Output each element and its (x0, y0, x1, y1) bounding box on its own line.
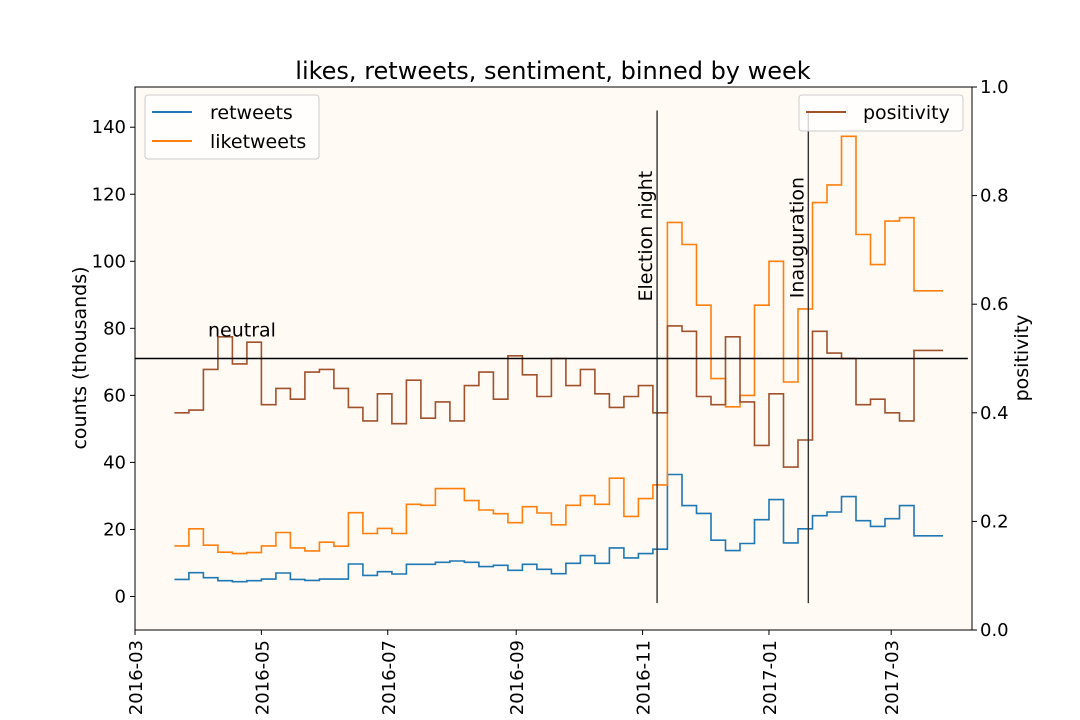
series-liketweets (174, 135, 943, 555)
chart-title: likes, retweets, sentiment, binned by we… (295, 57, 811, 85)
x-tick-label: 2016-05 (252, 640, 273, 715)
y-axis-label: counts (thousands) (69, 266, 91, 449)
y-tick-label: 100 (92, 251, 126, 272)
y2-tick-label: 0.4 (980, 403, 1009, 424)
inauguration-label: Inauguration (786, 177, 808, 298)
series-retweets (174, 473, 943, 583)
y-tick-label: 60 (103, 385, 126, 406)
legend-label-retweets: retweets (210, 102, 293, 124)
legend-right: positivity (798, 94, 964, 132)
axes: 0 20 40 60 80 100 120 140 0.0 0.2 0.4 0.6 0.8 1.0 2016… (92, 77, 1009, 715)
plot-frame (134, 86, 973, 631)
y2-tick-label: 0.8 (980, 186, 1009, 207)
y2-tick-label: 1.0 (980, 77, 1009, 98)
legend-left: retweets liketweets (144, 94, 320, 160)
x-tick-label: 2017-01 (760, 640, 781, 715)
y-tick-label: 80 (103, 318, 126, 339)
y-tick-label: 20 (103, 519, 126, 540)
x-tick-label: 2017-03 (882, 640, 903, 715)
y-tick-label: 0 (115, 586, 126, 607)
x-tick-label: 2016-07 (379, 640, 400, 715)
annotations: Election night Inauguration neutral (135, 110, 968, 604)
election-night-label: Election night (635, 171, 657, 302)
y-tick-label: 120 (92, 184, 126, 205)
y-tick-label: 40 (103, 452, 126, 473)
y2-tick-label: 0.0 (980, 620, 1009, 641)
legend-right-box (798, 94, 964, 132)
x-tick-label: 2016-11 (634, 640, 655, 715)
legend-label-positivity: positivity (863, 102, 950, 124)
legend-label-liketweets: liketweets (210, 131, 306, 153)
y-tick-label: 140 (92, 117, 126, 138)
y2-tick-label: 0.2 (980, 511, 1009, 532)
y2-axis-label: positivity (1011, 315, 1033, 402)
y2-tick-label: 0.6 (980, 294, 1009, 315)
x-tick-label: 2016-09 (507, 640, 528, 715)
neutral-label: neutral (208, 320, 276, 342)
x-tick-label: 2016-03 (126, 640, 147, 715)
